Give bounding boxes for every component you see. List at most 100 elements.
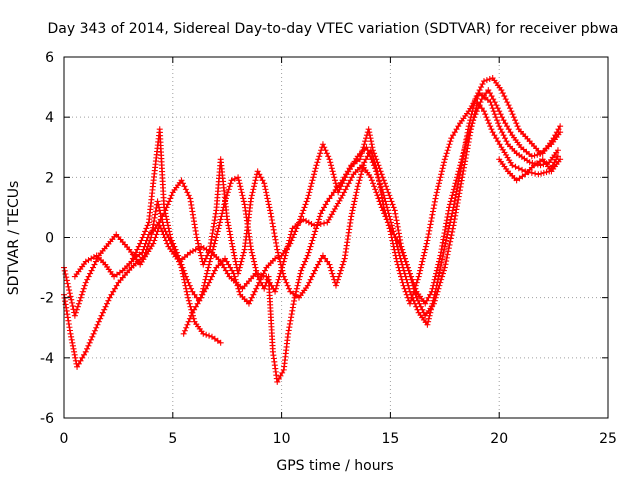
data-point — [192, 303, 199, 310]
data-point — [410, 279, 417, 286]
data-point — [173, 249, 180, 256]
data-point — [67, 293, 74, 300]
data-point — [339, 261, 346, 268]
data-point — [409, 291, 416, 298]
data-point — [276, 255, 283, 262]
data-point — [196, 246, 203, 253]
data-point — [157, 216, 164, 223]
data-point — [482, 111, 489, 118]
data-point — [440, 162, 447, 169]
data-point — [439, 165, 446, 172]
data-point — [392, 210, 399, 217]
data-point — [429, 300, 436, 307]
data-point — [444, 147, 451, 154]
data-point — [430, 297, 437, 304]
data-point — [488, 93, 495, 100]
data-point — [455, 168, 462, 175]
data-point — [308, 240, 315, 247]
data-point — [368, 141, 375, 148]
data-point — [75, 300, 82, 307]
data-point — [423, 297, 430, 304]
data-point — [200, 330, 207, 337]
data-point — [341, 174, 348, 181]
data-point — [446, 204, 453, 211]
data-point — [443, 258, 450, 265]
data-point — [324, 258, 331, 265]
data-point — [498, 87, 505, 94]
series-track-3 — [71, 75, 564, 328]
data-point — [537, 162, 544, 169]
data-point — [256, 276, 263, 283]
data-point — [358, 168, 365, 175]
data-point — [434, 186, 441, 193]
data-point — [86, 339, 93, 346]
data-point — [291, 294, 298, 301]
data-point — [186, 282, 193, 289]
data-point — [200, 245, 207, 252]
data-point — [166, 228, 173, 235]
data-point — [227, 264, 234, 271]
data-point — [272, 288, 279, 295]
data-point — [406, 270, 413, 277]
data-point — [402, 255, 409, 262]
data-point — [252, 177, 259, 184]
data-point — [479, 81, 486, 88]
data-point — [442, 226, 449, 233]
data-point — [184, 321, 191, 328]
data-point — [307, 186, 314, 193]
data-point — [475, 105, 482, 112]
data-point — [291, 297, 298, 304]
tick-labels: 0 5 10 15 20 25 -6 -4 -2 0 2 4 6 — [40, 50, 617, 447]
data-point — [329, 168, 336, 175]
data-point — [74, 363, 81, 370]
series-track-6 — [496, 156, 564, 184]
data-point — [496, 123, 503, 130]
data-point — [430, 282, 437, 289]
data-point — [485, 120, 492, 127]
data-point — [317, 210, 324, 217]
data-point — [557, 123, 564, 130]
data-point — [513, 120, 520, 127]
data-point — [291, 231, 298, 238]
data-point — [304, 195, 311, 202]
data-point — [392, 252, 399, 259]
data-point — [326, 156, 333, 163]
data-point — [248, 192, 255, 199]
data-point — [262, 186, 269, 193]
data-point — [142, 228, 149, 235]
data-point — [218, 213, 225, 220]
data-point — [209, 249, 216, 256]
data-point — [111, 285, 118, 292]
data-point — [207, 276, 214, 283]
data-point — [321, 204, 328, 211]
series-line — [132, 92, 559, 305]
data-point — [239, 252, 246, 259]
data-point — [401, 285, 408, 292]
data-point — [348, 210, 355, 217]
data-point — [299, 264, 306, 271]
data-point — [287, 240, 294, 247]
data-point — [435, 261, 442, 268]
data-point — [369, 144, 376, 151]
data-point — [499, 114, 506, 121]
data-point — [554, 147, 561, 154]
data-point — [431, 276, 438, 283]
data-point — [185, 279, 192, 286]
data-point — [292, 291, 299, 298]
data-point — [248, 249, 255, 256]
data-point — [378, 171, 385, 178]
data-point — [480, 108, 487, 115]
series-track-5 — [180, 87, 564, 385]
data-point — [338, 264, 345, 271]
data-point — [307, 276, 314, 283]
data-point — [154, 222, 161, 229]
data-point — [300, 207, 307, 214]
data-point — [189, 248, 196, 255]
data-point — [446, 201, 453, 208]
data-point — [442, 261, 449, 268]
data-point — [528, 169, 535, 176]
data-point — [441, 159, 448, 166]
data-point — [137, 240, 144, 247]
data-point — [87, 336, 94, 343]
y-tick-label: 6 — [45, 50, 54, 66]
